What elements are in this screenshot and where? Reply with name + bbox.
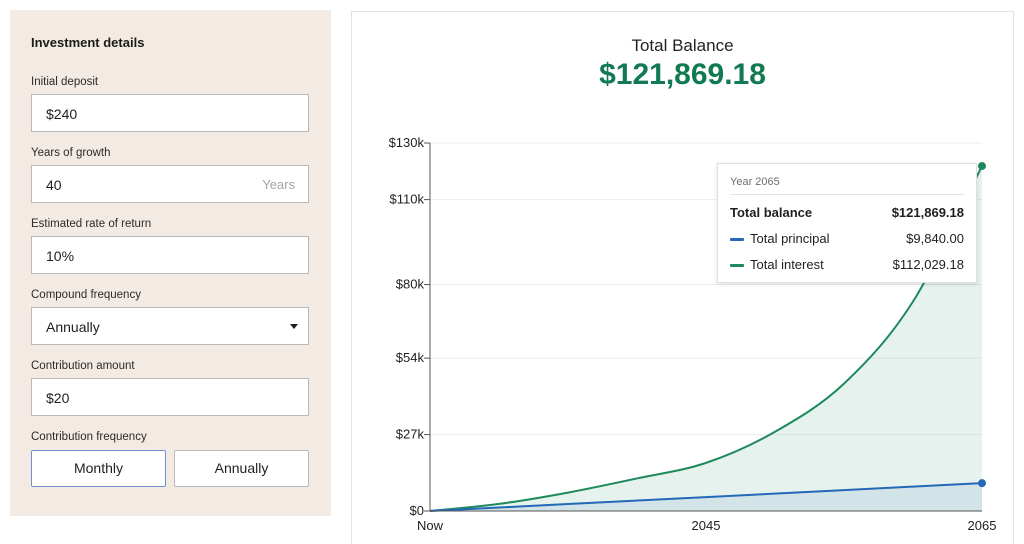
initial-deposit-value: $240	[46, 106, 78, 122]
compound-frequency-select[interactable]: Annually	[31, 307, 309, 345]
years-of-growth-value: 40	[46, 177, 62, 193]
chart-axes	[424, 142, 982, 512]
contribution-amount-value: $20	[46, 390, 70, 406]
balance-end-point	[978, 162, 986, 171]
tooltip-interest-value: $112,029.18	[892, 257, 964, 272]
initial-deposit-input[interactable]: $240	[31, 94, 309, 132]
initial-deposit-label: Initial deposit	[31, 76, 99, 88]
principal-line	[429, 482, 983, 512]
tooltip-year: Year 2065	[730, 176, 780, 188]
years-of-growth-input[interactable]: 40 Years	[31, 165, 309, 203]
compound-frequency-label: Compound frequency	[31, 289, 141, 301]
rate-of-return-label: Estimated rate of return	[31, 218, 152, 230]
tooltip-total-label: Total balance	[730, 205, 813, 220]
y-tick-label: $0	[410, 503, 424, 518]
annually-button[interactable]: Annually	[174, 450, 309, 487]
compound-frequency-value: Annually	[46, 319, 100, 335]
tooltip-total-row: Total balance $121,869.18	[730, 205, 964, 223]
tooltip-interest-label: Total interest	[750, 257, 824, 272]
tooltip-principal-row: Total principal $9,840.00	[730, 231, 964, 249]
y-tick-label: $80k	[396, 277, 425, 292]
interest-swatch-icon	[730, 264, 744, 267]
total-balance-label: Total Balance	[631, 36, 734, 55]
y-tick-label: $54k	[396, 350, 425, 365]
tooltip-interest-row: Total interest $112,029.18	[730, 257, 964, 275]
tooltip-principal-label: Total principal	[750, 231, 830, 246]
caret-down-icon	[290, 324, 298, 329]
years-suffix: Years	[262, 177, 295, 192]
x-tick-label: Now	[417, 518, 444, 533]
rate-of-return-value: 10%	[46, 248, 75, 264]
x-tick-label: 2065	[968, 518, 997, 533]
chart-tooltip: Year 2065 Total balance $121,869.18 Tota…	[717, 163, 977, 283]
principal-end-point	[978, 479, 986, 488]
panel-title: Investment details	[31, 35, 145, 50]
y-tick-label: $27k	[396, 427, 425, 442]
rate-of-return-input[interactable]: 10%	[31, 236, 309, 274]
contribution-frequency-label: Contribution frequency	[31, 431, 147, 443]
chart-lines	[429, 162, 986, 512]
years-of-growth-label: Years of growth	[31, 147, 111, 159]
contribution-amount-input[interactable]: $20	[31, 378, 309, 416]
investment-details-panel: Investment details Initial deposit $240 …	[10, 10, 331, 516]
tooltip-principal-value: $9,840.00	[906, 231, 964, 246]
y-tick-label: $110k	[390, 192, 425, 207]
monthly-button[interactable]: Monthly	[31, 450, 166, 487]
y-tick-label: $130k	[389, 135, 425, 150]
contribution-amount-label: Contribution amount	[31, 360, 135, 372]
tooltip-total-value: $121,869.18	[891, 205, 964, 220]
principal-swatch-icon	[730, 238, 744, 241]
x-tick-label: 2045	[692, 518, 721, 533]
axis-labels: $0 $27k $54k $80k $110k $130k Now 2045 2065	[389, 135, 997, 533]
total-balance-value: $121,869.18	[599, 58, 766, 91]
balance-area	[430, 166, 982, 511]
tooltip-divider	[730, 194, 964, 195]
balance-line	[429, 165, 983, 512]
